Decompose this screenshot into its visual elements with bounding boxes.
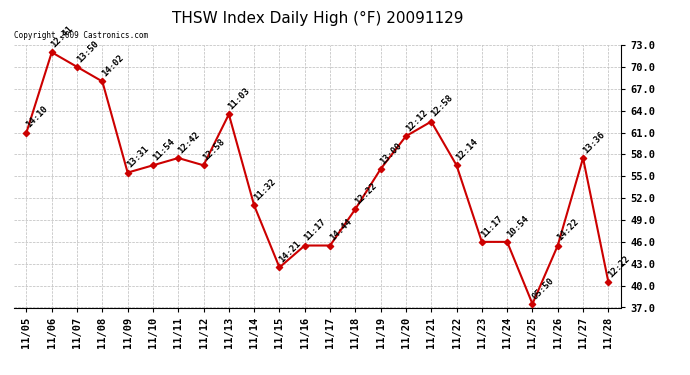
Text: 12:22: 12:22	[353, 181, 379, 206]
Point	[426, 118, 437, 124]
Text: 12:41: 12:41	[50, 24, 75, 50]
Text: 12:42: 12:42	[176, 130, 201, 155]
Point	[375, 166, 386, 172]
Text: 12:14: 12:14	[454, 137, 480, 162]
Point	[451, 162, 462, 168]
Point	[148, 162, 159, 168]
Text: 13:31: 13:31	[126, 144, 151, 170]
Point	[350, 206, 361, 212]
Text: 14:02: 14:02	[100, 53, 126, 79]
Point	[122, 170, 133, 176]
Text: 12:12: 12:12	[404, 108, 429, 134]
Text: 11:17: 11:17	[302, 217, 328, 243]
Point	[274, 264, 285, 270]
Text: 14:22: 14:22	[555, 217, 581, 243]
Point	[299, 243, 310, 249]
Text: THSW Index Daily High (°F) 20091129: THSW Index Daily High (°F) 20091129	[172, 11, 463, 26]
Text: 13:50: 13:50	[75, 39, 100, 64]
Text: 11:32: 11:32	[252, 177, 277, 203]
Point	[324, 243, 335, 249]
Point	[552, 243, 563, 249]
Point	[172, 155, 184, 161]
Text: Copyright 2009 Castronics.com: Copyright 2009 Castronics.com	[14, 31, 148, 40]
Point	[198, 162, 209, 168]
Point	[97, 78, 108, 84]
Point	[46, 49, 57, 55]
Text: 13:36: 13:36	[581, 130, 607, 155]
Text: 14:10: 14:10	[24, 104, 50, 130]
Point	[502, 239, 513, 245]
Text: 05:50: 05:50	[530, 276, 555, 301]
Text: 11:17: 11:17	[480, 214, 505, 239]
Text: 14:44: 14:44	[328, 217, 353, 243]
Text: 14:21: 14:21	[277, 239, 303, 265]
Point	[21, 129, 32, 135]
Point	[248, 202, 259, 208]
Point	[603, 279, 614, 285]
Text: 11:54: 11:54	[150, 137, 176, 162]
Text: 13:00: 13:00	[378, 141, 404, 166]
Text: 12:22: 12:22	[606, 254, 631, 279]
Point	[400, 133, 411, 139]
Point	[578, 155, 589, 161]
Text: 12:58: 12:58	[201, 137, 227, 162]
Text: 10:54: 10:54	[505, 214, 531, 239]
Point	[72, 64, 83, 70]
Point	[224, 111, 235, 117]
Point	[476, 239, 487, 245]
Point	[527, 301, 538, 307]
Text: 12:58: 12:58	[429, 93, 455, 119]
Text: 11:03: 11:03	[226, 86, 252, 111]
